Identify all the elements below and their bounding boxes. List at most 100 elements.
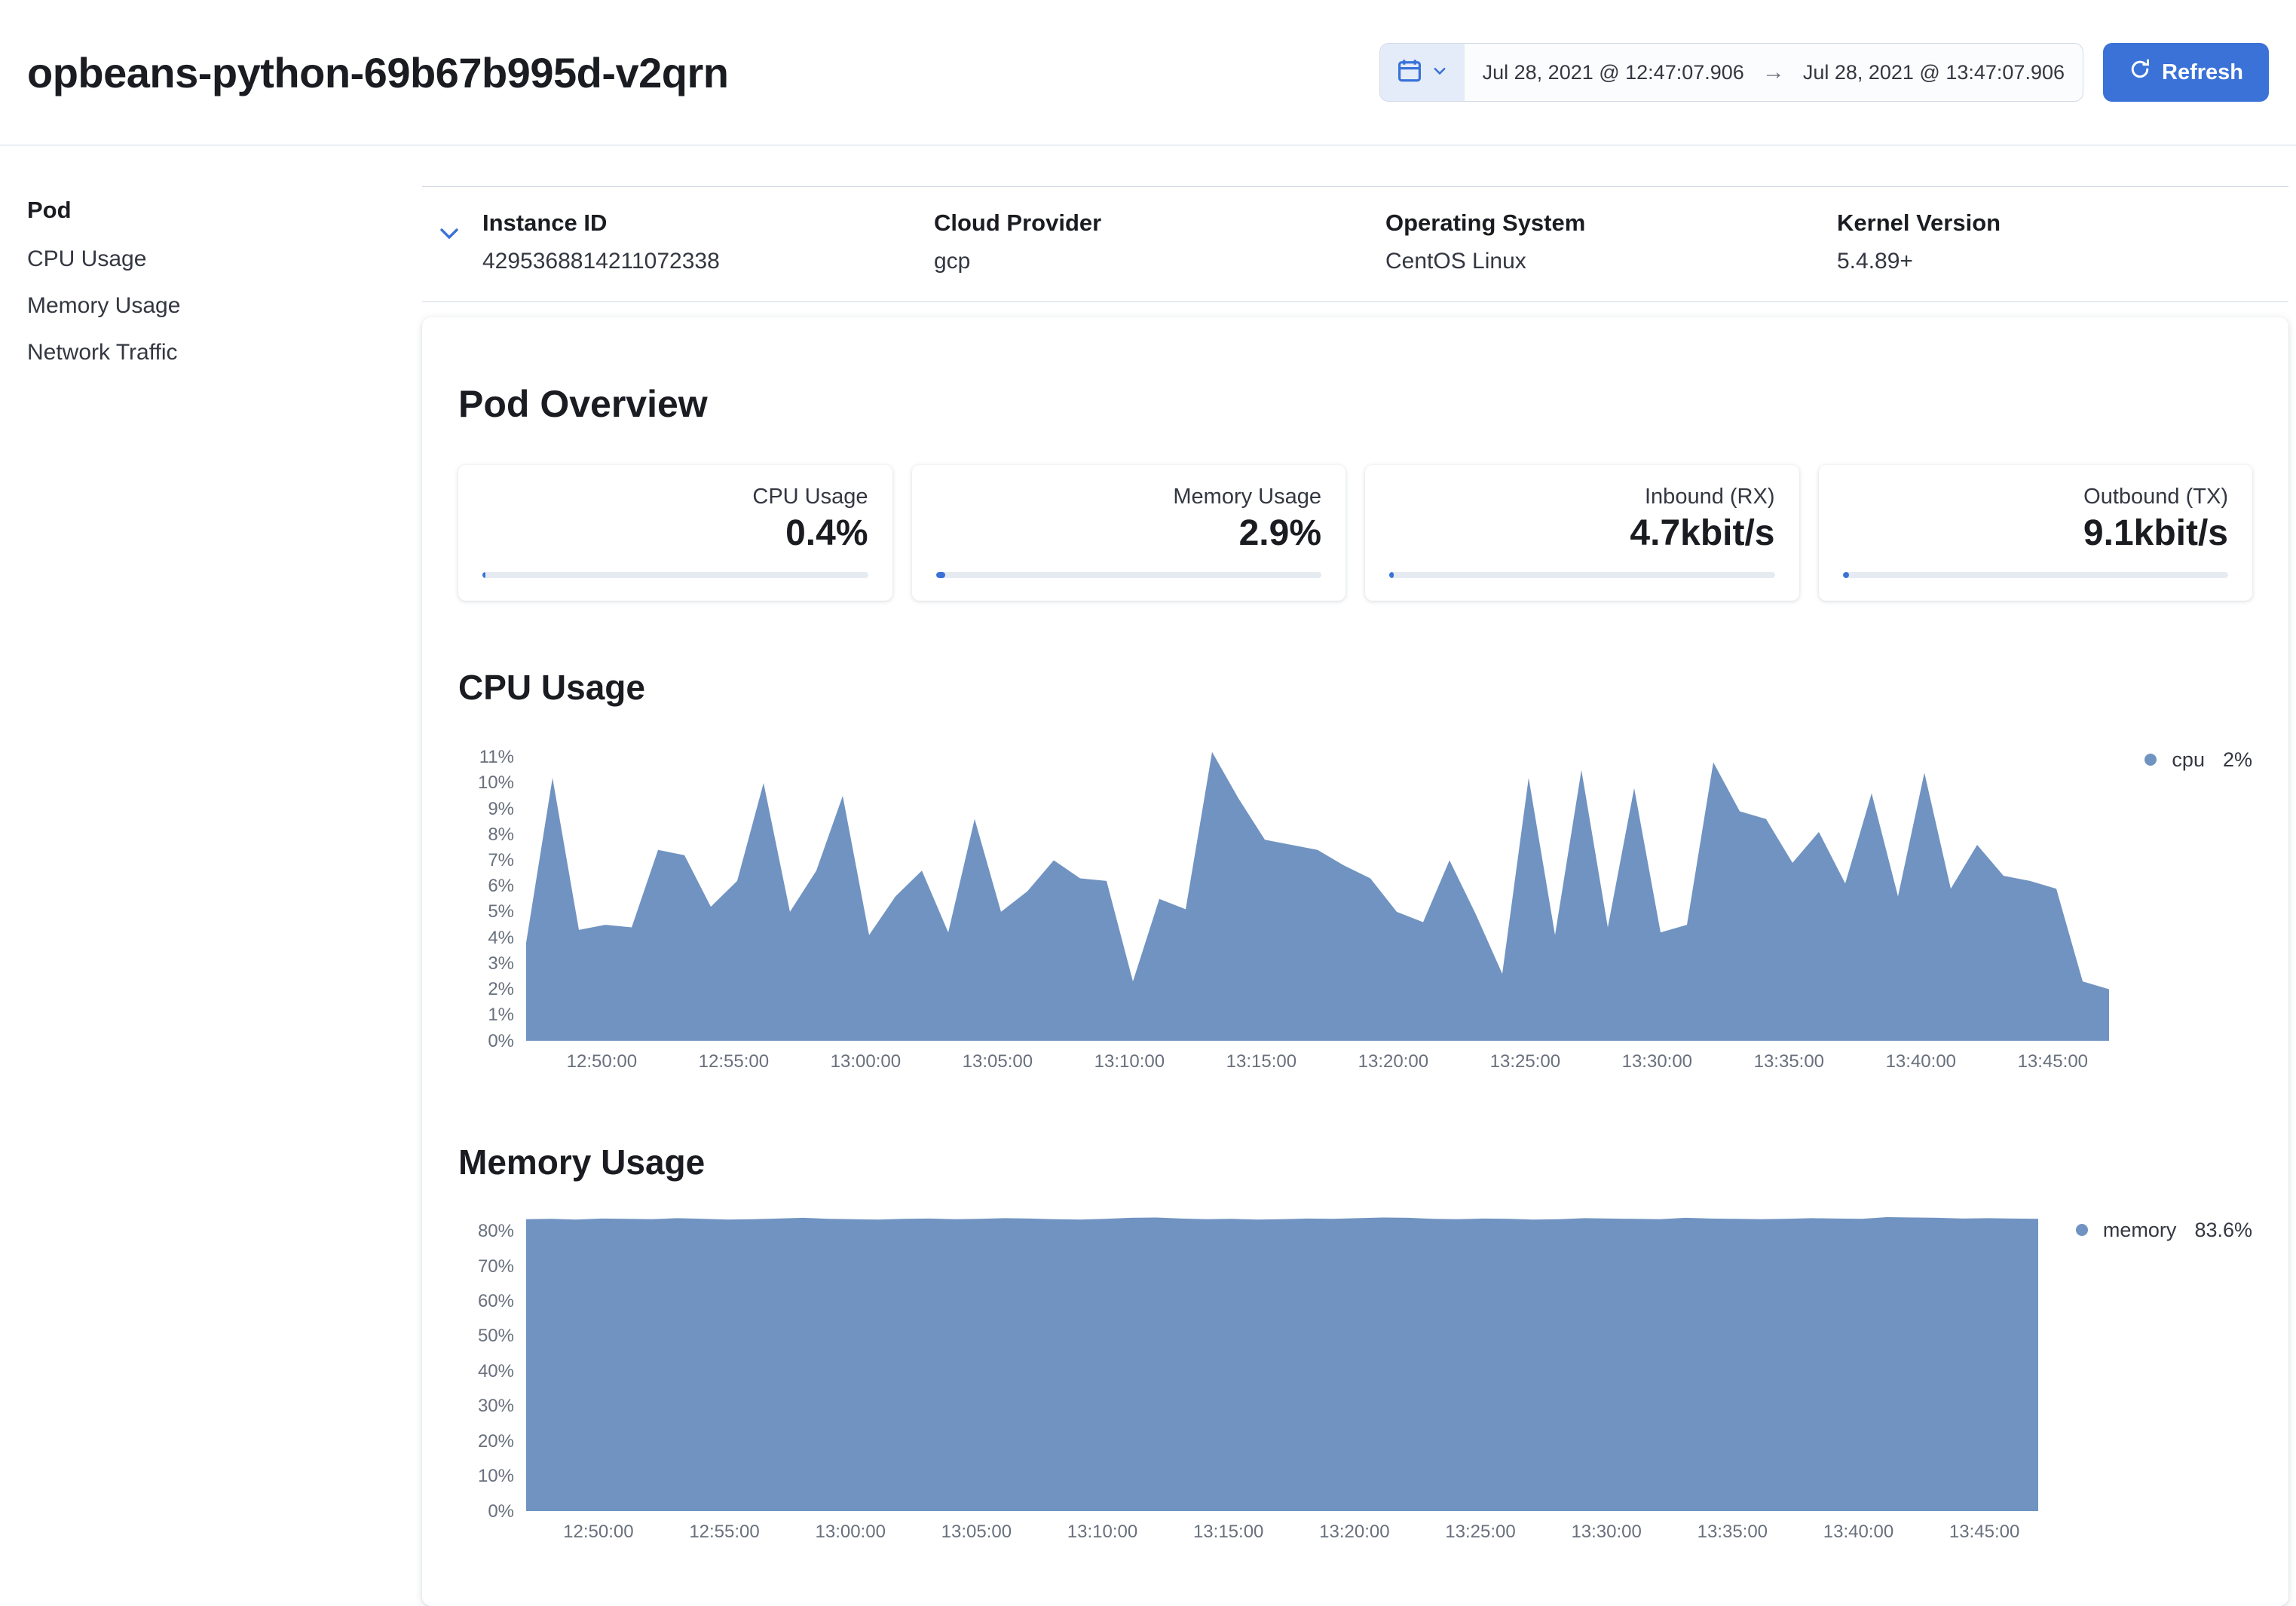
chevron-down-icon xyxy=(1431,63,1448,83)
x-tick-label: 13:20:00 xyxy=(1319,1521,1390,1542)
x-tick-label: 13:15:00 xyxy=(1192,1521,1264,1542)
metadata-label: Instance ID xyxy=(482,210,608,237)
y-tick-label: 8% xyxy=(488,824,514,845)
metric-value: 9.1kbit/s xyxy=(2083,512,2228,553)
x-tick-label: 13:25:00 xyxy=(1489,1051,1561,1072)
y-tick-label: 1% xyxy=(488,1005,514,1026)
page-title: opbeans-python-69b67b995d-v2qrn xyxy=(27,48,729,96)
chart-body: 0% 10% 20% 30% 40% 50% 60% 70% 80% xyxy=(458,1216,2038,1522)
y-tick-label: 40% xyxy=(477,1360,514,1381)
metadata-field-cloud-provider: Cloud Provider gcp xyxy=(934,210,1385,274)
x-tick-label: 13:30:00 xyxy=(1571,1521,1642,1542)
x-tick-label: 13:45:00 xyxy=(1949,1521,2020,1542)
metadata-field-kernel-version: Kernel Version 5.4.89+ xyxy=(1837,210,2288,274)
metadata-strip: Instance ID 4295368814211072338 Cloud Pr… xyxy=(422,186,2288,303)
x-tick-label: 13:35:00 xyxy=(1697,1521,1768,1542)
content-layout: Pod CPU Usage Memory Usage Network Traff… xyxy=(0,145,2296,1606)
metadata-value: gcp xyxy=(934,249,971,274)
header-controls: Jul 28, 2021 @ 12:47:07.906 → Jul 28, 20… xyxy=(1379,43,2269,102)
date-range-arrow-icon: → xyxy=(1762,60,1785,85)
x-tick-label: 13:10:00 xyxy=(1067,1521,1138,1542)
metadata-label: Cloud Provider xyxy=(934,210,1102,237)
y-tick-label: 7% xyxy=(488,850,514,871)
metric-progress-fill xyxy=(482,571,486,578)
date-range-end[interactable]: Jul 28, 2021 @ 13:47:07.906 xyxy=(1802,60,2065,84)
metric-card-inbound-rx: Inbound (RX) 4.7kbit/s xyxy=(1365,464,1799,601)
y-tick-label: 0% xyxy=(488,1500,514,1522)
chart-legend[interactable]: cpu 2% xyxy=(2144,748,2252,772)
x-tick-label: 13:30:00 xyxy=(1621,1051,1693,1072)
quick-select-button[interactable] xyxy=(1379,44,1465,102)
y-tick-label: 5% xyxy=(488,901,514,922)
main-content: Instance ID 4295368814211072338 Cloud Pr… xyxy=(422,145,2296,1606)
x-tick-label: 13:10:00 xyxy=(1094,1051,1165,1072)
cpu-usage-chart: cpu 2% 0% 1% 2% 3% 4% 5% 6% 7% 8% 9% 10% 11% 12:50:… xyxy=(458,747,2252,1075)
y-tick-label: 10% xyxy=(477,772,514,794)
x-tick-label: 13:00:00 xyxy=(815,1521,886,1542)
metric-card-cpu-usage: CPU Usage 0.4% xyxy=(458,464,892,601)
x-tick-label: 12:55:00 xyxy=(689,1521,760,1542)
x-axis-row: 12:50:00 12:55:00 13:00:00 13:05:00 13:10:00… xyxy=(458,1522,2038,1546)
x-axis: 12:50:00 12:55:00 13:00:00 13:05:00 13:10:00… xyxy=(526,1051,2109,1075)
metadata-value: CentOS Linux xyxy=(1385,249,1526,274)
x-tick-label: 12:50:00 xyxy=(566,1051,638,1072)
chart-body: 0% 1% 2% 3% 4% 5% 6% 7% 8% 9% 10% 11% xyxy=(458,747,2109,1051)
metric-value: 4.7kbit/s xyxy=(1630,512,1775,553)
metric-progress-bar xyxy=(935,571,1321,578)
cpu-usage-area-plot[interactable] xyxy=(526,747,2109,1041)
memory-usage-section-heading: Memory Usage xyxy=(458,1142,706,1182)
x-tick-label: 13:20:00 xyxy=(1358,1051,1429,1072)
y-tick-label: 9% xyxy=(488,798,514,819)
memory-usage-chart: memory 83.6% 0% 10% 20% 30% 40% 50% 60% 70% 80% … xyxy=(458,1216,2252,1546)
metadata-value: 5.4.89+ xyxy=(1837,249,1913,274)
legend-value: 2% xyxy=(2222,748,2252,771)
refresh-button[interactable]: Refresh xyxy=(2103,43,2269,102)
legend-value: 83.6% xyxy=(2194,1218,2252,1241)
refresh-icon xyxy=(2129,58,2151,87)
x-tick-label: 13:00:00 xyxy=(830,1051,902,1072)
x-tick-label: 13:40:00 xyxy=(1823,1521,1894,1542)
date-range-start[interactable]: Jul 28, 2021 @ 12:47:07.906 xyxy=(1482,60,1744,84)
y-tick-label: 30% xyxy=(477,1396,514,1417)
x-tick-label: 13:35:00 xyxy=(1753,1051,1825,1072)
date-range-picker: Jul 28, 2021 @ 12:47:07.906 → Jul 28, 20… xyxy=(1379,43,2083,102)
calendar-icon xyxy=(1397,58,1422,87)
sidebar-item-memory-usage[interactable]: Memory Usage xyxy=(27,293,181,319)
x-tick-label: 12:50:00 xyxy=(563,1521,634,1542)
metric-progress-fill xyxy=(1842,571,1849,578)
y-tick-label: 60% xyxy=(477,1290,514,1311)
y-axis: 0% 1% 2% 3% 4% 5% 6% 7% 8% 9% 10% 11% xyxy=(458,747,526,1051)
sidebar-item-network-traffic[interactable]: Network Traffic xyxy=(27,340,178,366)
memory-usage-area-plot[interactable] xyxy=(526,1216,2038,1511)
refresh-label: Refresh xyxy=(2162,60,2243,84)
metric-progress-fill xyxy=(1389,571,1394,578)
metric-card-memory-usage: Memory Usage 2.9% xyxy=(911,464,1345,601)
metadata-value: 4295368814211072338 xyxy=(482,249,720,274)
x-tick-label: 13:45:00 xyxy=(2017,1051,2089,1072)
x-axis: 12:50:00 12:55:00 13:00:00 13:05:00 13:10:00… xyxy=(526,1522,2038,1546)
chart-legend[interactable]: memory 83.6% xyxy=(2075,1218,2252,1242)
legend-dot-icon xyxy=(2075,1224,2088,1237)
metric-value: 2.9% xyxy=(1238,512,1321,553)
metric-cards-row: CPU Usage 0.4% Memory Usage 2.9% Inbound… xyxy=(458,464,2252,601)
y-tick-label: 6% xyxy=(488,876,514,897)
collapse-chevron-down-icon[interactable] xyxy=(433,217,466,252)
x-tick-label: 13:15:00 xyxy=(1226,1051,1297,1072)
y-tick-label: 3% xyxy=(488,953,514,974)
y-tick-label: 10% xyxy=(477,1466,514,1487)
metric-progress-bar xyxy=(1389,571,1775,578)
y-axis: 0% 10% 20% 30% 40% 50% 60% 70% 80% xyxy=(458,1217,526,1521)
metadata-field-operating-system: Operating System CentOS Linux xyxy=(1385,210,1837,274)
y-tick-label: 0% xyxy=(488,1030,514,1051)
x-axis-row: 12:50:00 12:55:00 13:00:00 13:05:00 13:10:00… xyxy=(458,1051,2109,1075)
metric-card-outbound-tx: Outbound (TX) 9.1kbit/s xyxy=(1818,464,2252,601)
metadata-label: Operating System xyxy=(1385,210,1586,237)
y-axis-spacer xyxy=(458,1522,526,1546)
x-tick-label: 13:05:00 xyxy=(962,1051,1033,1072)
sidebar-item-cpu-usage[interactable]: CPU Usage xyxy=(27,246,147,272)
legend-dot-icon xyxy=(2144,754,2157,766)
metadata-fields: Instance ID 4295368814211072338 Cloud Pr… xyxy=(482,210,2288,274)
sidebar-heading: Pod xyxy=(27,197,72,224)
y-tick-label: 70% xyxy=(477,1256,514,1277)
x-tick-label: 13:05:00 xyxy=(941,1521,1012,1542)
